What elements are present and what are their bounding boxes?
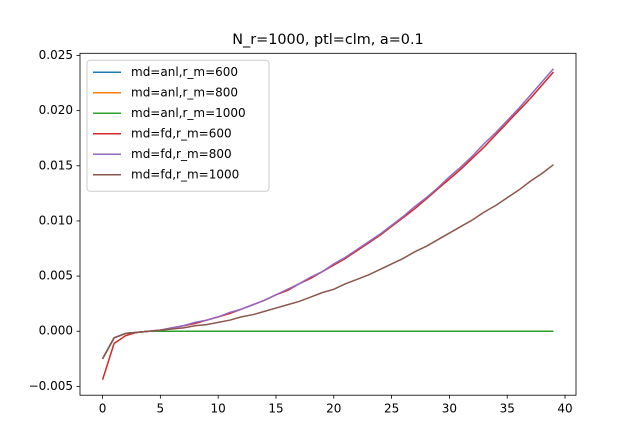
series-line	[101, 164, 554, 360]
x-tick-label: 15	[268, 402, 283, 416]
legend-label: md=anl,r_m=600	[131, 65, 238, 79]
legend: md=anl,r_m=600 md=anl,r_m=800 md=anl,r_m=1…	[86, 59, 270, 192]
series-line	[101, 330, 554, 360]
x-tick-label: 10	[211, 402, 226, 416]
series-line	[101, 330, 554, 360]
legend-label: md=anl,r_m=800	[131, 85, 238, 99]
series-line	[101, 330, 554, 360]
y-tick-label: −0.005	[29, 379, 73, 393]
legend-label: md=fd,r_m=1000	[131, 167, 239, 181]
legend-box	[86, 59, 270, 192]
legend-label: md=fd,r_m=800	[131, 147, 232, 161]
x-tick-label: 35	[500, 402, 515, 416]
legend-label: md=fd,r_m=600	[131, 126, 232, 140]
x-tick-label: 40	[557, 402, 572, 416]
series-line	[101, 68, 555, 360]
y-tick-label: 0.000	[39, 324, 73, 338]
legend-label: md=anl,r_m=1000	[131, 106, 246, 120]
chart-title: N_r=1000, ptl=clm, a=0.1	[232, 32, 423, 48]
y-tick-label: 0.025	[39, 48, 73, 62]
x-tick-label: 30	[442, 402, 457, 416]
x-tick-label: 0	[99, 402, 107, 416]
x-tick-label: 25	[384, 402, 399, 416]
x-tick-label: 20	[326, 402, 341, 416]
y-tick-label: 0.020	[39, 103, 73, 117]
plot-frame	[79, 52, 577, 396]
y-tick-label: 0.010	[39, 213, 73, 227]
y-tick-label: 0.005	[39, 269, 73, 283]
x-tick-label: 5	[157, 402, 165, 416]
y-tick-label: 0.015	[39, 158, 73, 172]
